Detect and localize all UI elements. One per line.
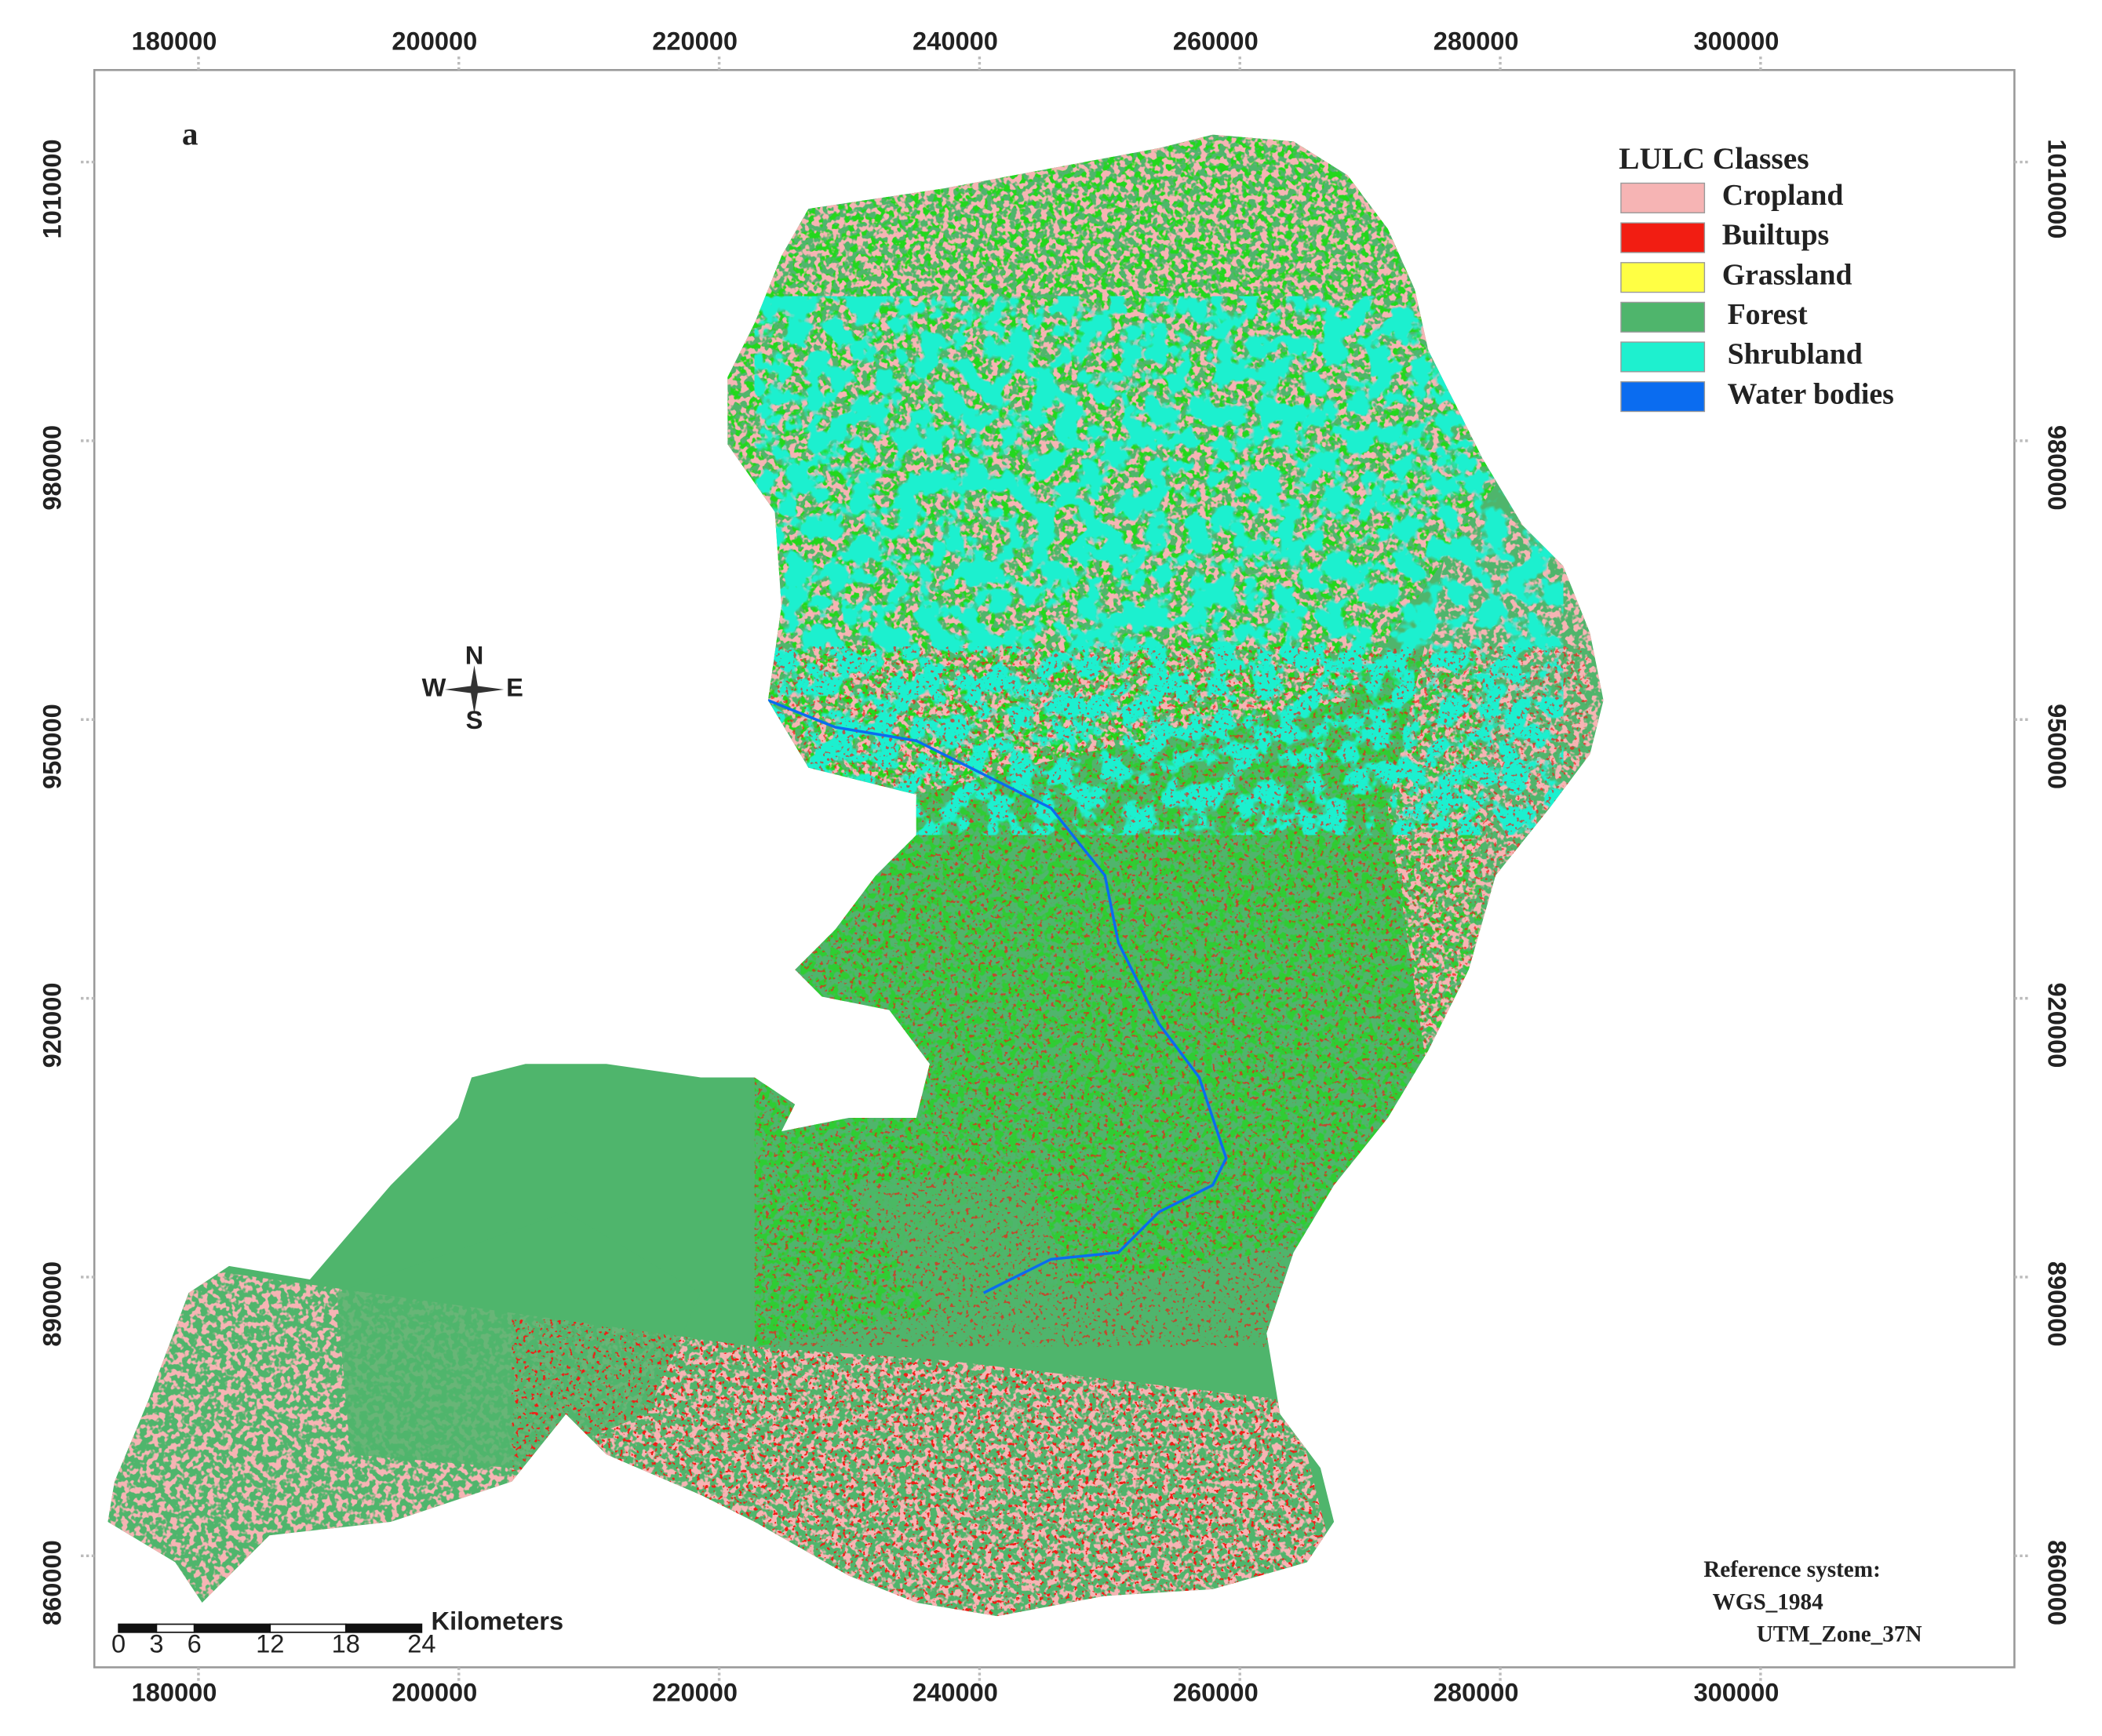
scale-label: 12 (256, 1629, 284, 1658)
x-tick-label: 260000 (1173, 1677, 1259, 1706)
river (767, 699, 1228, 1294)
x-tick-label: 200000 (392, 27, 477, 56)
x-tick-label: 200000 (392, 1677, 477, 1706)
y-tick-label: 920000 (37, 983, 66, 1068)
legend-label: Water bodies (1728, 377, 1894, 410)
compass-s: S (466, 705, 483, 734)
y-tick-label: 890000 (37, 1261, 66, 1347)
compass: N E S W (422, 640, 523, 733)
scale-label: 6 (188, 1629, 202, 1658)
legend-label: Builtups (1722, 219, 1829, 252)
x-tick-label: 220000 (652, 27, 738, 56)
y-tick-label: 950000 (2042, 704, 2071, 789)
y-tick-label: 1010000 (37, 139, 66, 238)
scale-label: 3 (149, 1629, 163, 1658)
legend-swatch (1620, 341, 1706, 373)
compass-rose (444, 665, 505, 714)
watershed (107, 134, 1604, 1617)
scale-unit: Kilometers (432, 1606, 564, 1635)
reference-line: Reference system: (1703, 1557, 1881, 1582)
y-tick-label: 860000 (2042, 1540, 2071, 1625)
scale-label: 18 (332, 1629, 360, 1658)
legend-swatch (1620, 301, 1706, 333)
x-tick-label: 300000 (1694, 27, 1780, 56)
scale-label: 24 (407, 1629, 435, 1658)
x-tick-label: 240000 (913, 27, 998, 56)
scale-segment (344, 1623, 423, 1633)
compass-n: N (465, 640, 484, 669)
reference-line: WGS_1984 (1713, 1589, 1824, 1614)
y-tick-label: 920000 (2042, 983, 2071, 1068)
legend-swatch (1620, 182, 1706, 213)
legend-label: Grassland (1722, 258, 1852, 291)
y-tick-label: 1010000 (2042, 139, 2071, 238)
builtup-speckle (754, 646, 1590, 1347)
legend-label: Shrubland (1728, 338, 1863, 371)
x-tick-label: 180000 (132, 1677, 217, 1706)
legend-label: Cropland (1722, 179, 1844, 212)
compass-e: E (506, 673, 523, 702)
x-tick-label: 240000 (913, 1677, 998, 1706)
legend-title: LULC Classes (1619, 141, 1809, 176)
scale-label: 0 (111, 1629, 126, 1658)
x-tick-label: 220000 (652, 1677, 738, 1706)
compass-w: W (422, 673, 446, 702)
legend-swatch (1620, 262, 1706, 293)
y-tick-label: 950000 (37, 704, 66, 789)
panel-label: a (182, 116, 199, 152)
y-tick-label: 860000 (37, 1540, 66, 1625)
legend-swatch (1620, 222, 1706, 253)
x-tick-label: 300000 (1694, 1677, 1780, 1706)
x-tick-label: 180000 (132, 27, 217, 56)
x-tick-label: 280000 (1434, 1677, 1519, 1706)
x-tick-label: 280000 (1434, 27, 1519, 56)
y-tick-label: 890000 (2042, 1261, 2071, 1347)
legend-label: Forest (1728, 298, 1809, 331)
map-frame (93, 68, 2016, 1669)
y-tick-label: 980000 (2042, 425, 2071, 511)
reference-line: UTM_Zone_37N (1757, 1622, 1922, 1647)
y-tick-label: 980000 (37, 425, 66, 511)
x-tick-label: 260000 (1173, 27, 1259, 56)
legend-swatch (1620, 381, 1706, 413)
